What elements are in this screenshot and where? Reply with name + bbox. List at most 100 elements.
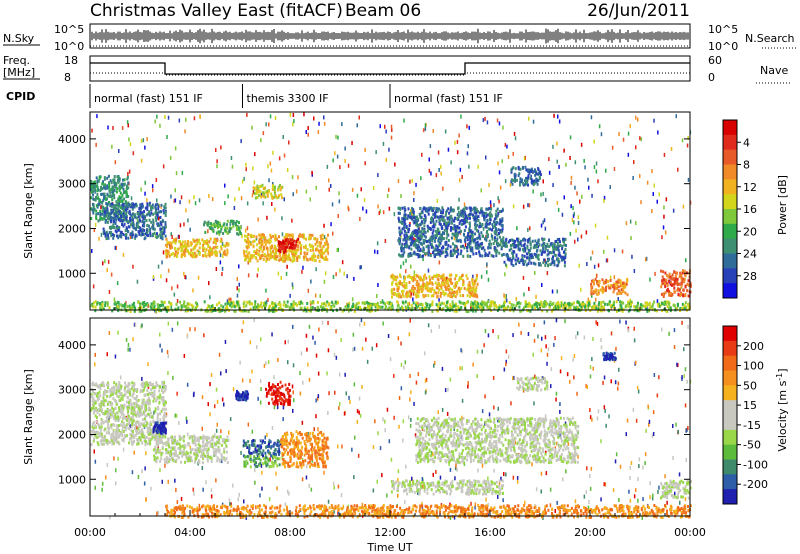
range-cell (326, 247, 329, 251)
scatter-cell (388, 206, 391, 211)
range-cell (110, 204, 113, 208)
scatter-cell (254, 152, 256, 157)
range-cell (531, 254, 534, 258)
range-cell (488, 207, 491, 210)
scatter-cell (543, 218, 546, 223)
range-cell (308, 243, 311, 247)
range-cell (416, 232, 419, 236)
scatter-cell (358, 115, 360, 120)
scatter-cell (93, 228, 96, 233)
range-cell (526, 246, 529, 250)
range-cell (297, 237, 300, 241)
range-cell (203, 300, 206, 304)
range-cell (115, 190, 118, 194)
range-cell (301, 233, 304, 237)
range-cell (459, 294, 462, 298)
range-cell (407, 294, 410, 298)
range-cell (139, 206, 142, 210)
range-cell (662, 270, 665, 274)
range-cell (110, 187, 113, 191)
range-cell (416, 274, 419, 278)
range-cell (494, 239, 496, 243)
range-cell (677, 293, 680, 297)
range-cell (174, 307, 177, 311)
range-cell (262, 301, 265, 305)
range-cell (258, 185, 261, 189)
range-cell (142, 217, 145, 221)
range-cell (512, 166, 515, 170)
range-cell (521, 178, 524, 182)
scatter-cell (247, 273, 250, 278)
range-cell (250, 242, 253, 246)
range-cell (615, 309, 618, 313)
range-cell (110, 234, 113, 238)
range-cell (671, 273, 674, 277)
range-cell (504, 263, 507, 267)
range-cell (651, 305, 653, 309)
range-cell (384, 307, 387, 311)
range-cell (471, 290, 474, 294)
range-cell (512, 178, 514, 182)
scatter-cell (437, 150, 440, 155)
range-cell (405, 225, 408, 228)
range-cell (246, 253, 249, 257)
range-cell (117, 207, 120, 211)
range-cell (519, 167, 522, 171)
scatter-cell (252, 166, 254, 171)
scatter-cell (388, 147, 390, 152)
range-cell (216, 224, 219, 228)
range-cell (185, 305, 187, 308)
range-cell (303, 306, 306, 310)
range-cell (125, 191, 128, 195)
range-cell (666, 305, 669, 308)
range-cell (529, 254, 532, 257)
range-cell (143, 224, 146, 228)
range-cell (580, 307, 583, 311)
range-cell (130, 232, 133, 235)
range-cell (494, 227, 497, 230)
range-cell (113, 178, 116, 182)
scatter-cell (583, 158, 585, 163)
range-cell (417, 253, 420, 257)
cpid-panel: CPID normal (fast) 151 IF themis 3300 IF n… (6, 84, 503, 108)
scatter-cell (459, 178, 461, 183)
range-cell (125, 205, 128, 209)
range-cell (97, 179, 100, 183)
range-cell (495, 221, 498, 224)
range-cell (118, 204, 121, 208)
range-cell (413, 274, 416, 278)
range-cell (453, 251, 456, 255)
range-cell (602, 305, 605, 309)
range-cell (143, 237, 146, 241)
range-cell (209, 307, 212, 311)
range-cell (612, 303, 615, 306)
freq-frame (89, 55, 691, 82)
range-cell (442, 237, 445, 241)
range-cell (434, 229, 437, 233)
scatter-cell (498, 121, 501, 126)
scatter-cell (588, 185, 590, 190)
range-cell (669, 294, 672, 297)
range-cell (379, 300, 382, 304)
range-cell (489, 304, 492, 308)
range-cell (152, 222, 155, 226)
range-cell (509, 239, 511, 242)
range-cell (157, 207, 160, 211)
range-cell (552, 250, 555, 254)
range-cell (519, 177, 522, 181)
range-cell (445, 288, 448, 291)
range-cell (452, 248, 455, 252)
range-cell (223, 244, 226, 248)
range-cell (457, 207, 460, 211)
range-cell (553, 263, 556, 267)
range-cell (308, 235, 311, 239)
range-cell (607, 284, 610, 288)
range-cell (117, 309, 120, 313)
range-cell (215, 231, 218, 235)
scatter-cell (595, 297, 597, 302)
range-cell (160, 309, 163, 313)
range-cell (466, 246, 468, 249)
range-cell (536, 307, 539, 311)
range-cell (445, 248, 448, 252)
range-cell (107, 233, 110, 237)
